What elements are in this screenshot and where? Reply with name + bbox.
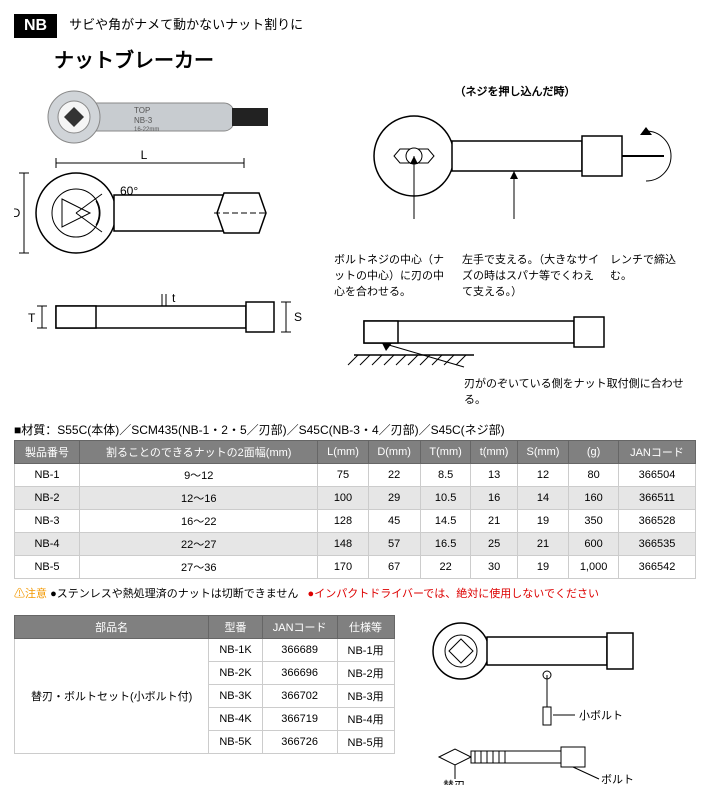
svg-text:t: t [172, 291, 176, 305]
wrench-note: レンチで締込む。 [610, 251, 680, 299]
center-note: ボルトネジの中心（ナットの中心）に刃の中心を合わせる。 [334, 251, 454, 299]
parts-table-header: 型番 [209, 616, 262, 639]
spec-table-header: 製品番号 [15, 441, 80, 464]
warning-row: ⚠注意 ●ステンレスや熱処理済のナットは切断できません ●インパクトドライバーで… [14, 585, 696, 601]
svg-text:TOP: TOP [134, 106, 150, 115]
spec-table-header: S(mm) [517, 441, 569, 464]
push-caption: （ネジを押し込んだ時） [334, 83, 696, 99]
parts-table-header: 部品名 [15, 616, 209, 639]
svg-text:D: D [14, 206, 21, 220]
svg-text:S: S [294, 310, 302, 324]
spec-table-header: L(mm) [318, 441, 368, 464]
product-title: ナットブレーカー [54, 44, 696, 73]
svg-text:NB-3: NB-3 [134, 116, 153, 125]
table-row: NB-316〜221284514.52119350366528 [15, 510, 696, 533]
table-row: NB-527〜36170672230191,000366542 [15, 556, 696, 579]
parts-table-header: JANコード [262, 616, 337, 639]
parts-figure: 小ボルト 替刃 ボルト [419, 615, 669, 785]
spec-table: 製品番号割ることのできるナットの2面幅(mm)L(mm)D(mm)T(mm)t(… [14, 440, 696, 579]
spec-table-header: t(mm) [471, 441, 517, 464]
usage-figure: （ネジを押し込んだ時） ボルトネジの中心（ナットの中心）に刃の中心を合わせる。 … [334, 83, 696, 407]
svg-text:16-22mm: 16-22mm [134, 127, 159, 133]
left-hand-note: 左手で支える。（大きなサイズの時はスパナ等でくわえて支える。） [462, 251, 602, 299]
svg-text:ボルト: ボルト [601, 773, 634, 785]
svg-text:替刃: 替刃 [443, 778, 465, 785]
svg-text:小ボルト: 小ボルト [579, 709, 623, 722]
parts-table-header: 仕様等 [337, 616, 394, 639]
warning-icon: ⚠注意 [14, 588, 47, 600]
peek-note: 刃がのぞいている側をナット取付側に合わせる。 [464, 375, 696, 407]
dimension-figure: TOP NB-3 16-22mm L 60° [14, 83, 314, 363]
warning-text-1: ●ステンレスや熱処理済のナットは切断できません [50, 588, 298, 600]
svg-text:L: L [141, 148, 148, 162]
tagline: サビや角がナメて動かないナット割りに [69, 14, 303, 33]
spec-table-header: (g) [569, 441, 619, 464]
table-row: 替刃・ボルトセット(小ボルト付)NB-1K366689NB-1用 [15, 639, 395, 662]
spec-table-header: D(mm) [368, 441, 420, 464]
spec-table-header: 割ることのできるナットの2面幅(mm) [80, 441, 318, 464]
parts-table: 部品名型番JANコード仕様等 替刃・ボルトセット(小ボルト付)NB-1K3666… [14, 615, 395, 754]
svg-text:T: T [28, 311, 36, 325]
product-code-badge: NB [14, 14, 57, 38]
spec-table-header: T(mm) [420, 441, 471, 464]
table-row: NB-212〜161002910.51614160366511 [15, 487, 696, 510]
spec-table-header: JANコード [618, 441, 695, 464]
warning-text-2: ●インパクトドライバーでは、絶対に使用しないでください [308, 588, 599, 600]
material-line: ■材質：S55C(本体)／SCM435(NB-1・2・5／刃部)／S45C(NB… [14, 421, 696, 438]
table-row: NB-422〜271485716.52521600366535 [15, 533, 696, 556]
table-row: NB-19〜1275228.5131280366504 [15, 464, 696, 487]
